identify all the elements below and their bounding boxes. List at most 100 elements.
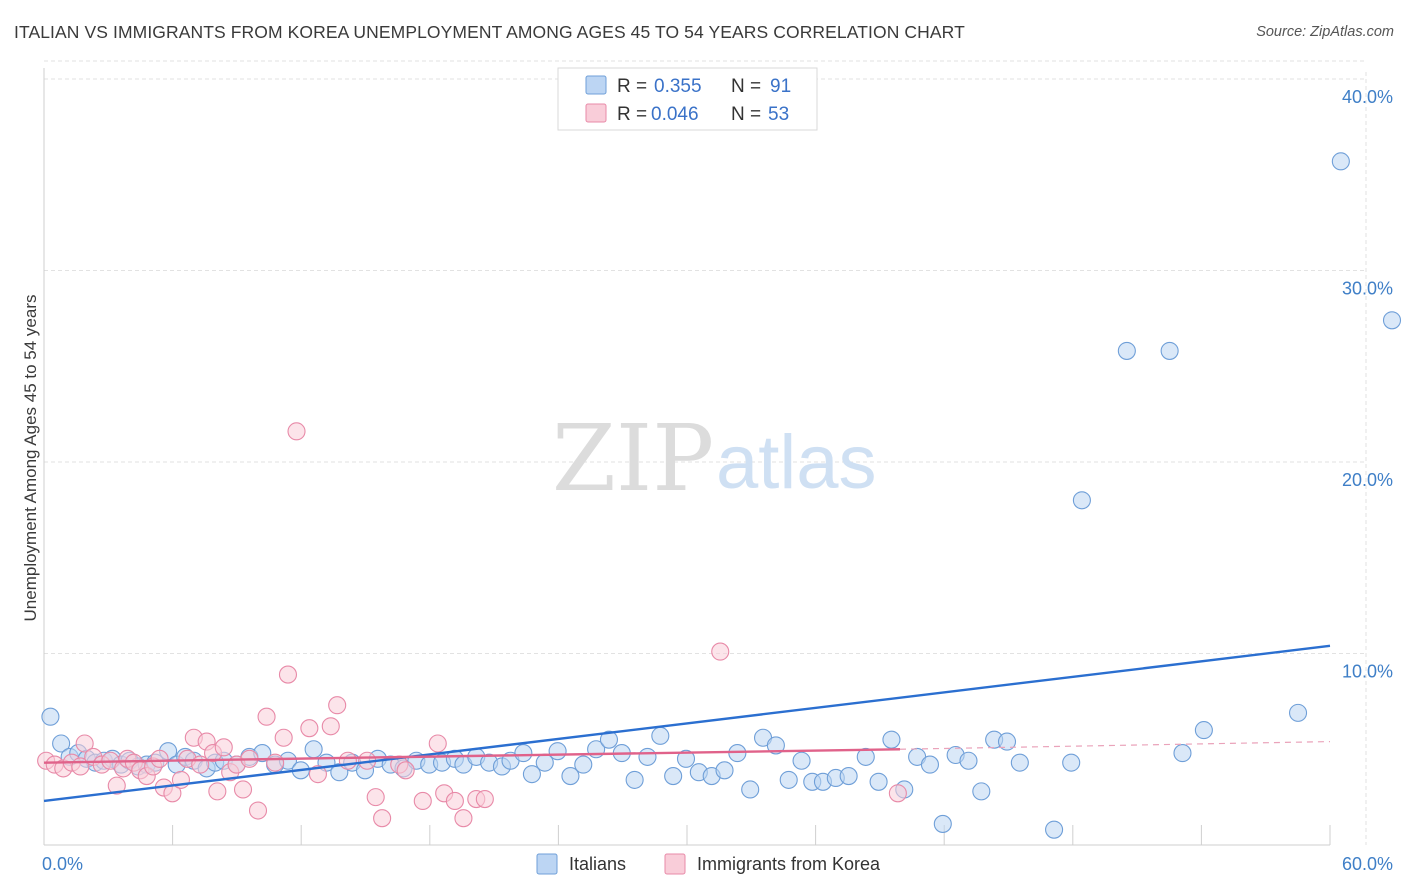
point-italians: [997, 732, 1017, 751]
point-korea: [208, 782, 227, 801]
point-korea: [287, 422, 306, 441]
point-italians: [779, 770, 798, 789]
legend-r-label: R =: [617, 76, 647, 97]
point-italians: [1331, 152, 1350, 171]
point-korea: [248, 801, 268, 820]
point-korea: [278, 665, 298, 684]
point-italians: [1194, 721, 1213, 740]
legend-box: R = 0.355 N = 91 R = 0.046 N = 53: [557, 67, 818, 131]
point-korea: [396, 761, 415, 780]
watermark-atlas: atlas: [716, 420, 877, 505]
point-italians: [548, 742, 567, 761]
y-axis-label: Unemployment Among Ages 45 to 54 years: [21, 295, 40, 622]
point-korea: [150, 749, 169, 768]
point-korea: [428, 734, 447, 753]
trend-line-korea-extension: [899, 740, 1331, 750]
point-korea: [300, 719, 319, 738]
point-korea: [107, 776, 126, 795]
point-korea: [308, 765, 327, 784]
point-korea: [266, 753, 285, 772]
trend-line-italians: [43, 644, 1331, 803]
grid-lines: [44, 60, 1367, 845]
point-italians: [1117, 341, 1136, 360]
point-korea: [321, 717, 340, 736]
legend-n-value-italians: 91: [770, 76, 791, 97]
point-korea: [75, 734, 94, 753]
point-italians: [715, 761, 734, 780]
legend-n-label: N =: [731, 76, 761, 97]
point-korea: [475, 789, 494, 809]
point-italians: [664, 767, 683, 786]
point-italians: [1010, 753, 1029, 772]
point-italians: [972, 782, 991, 801]
point-italians: [561, 767, 580, 786]
point-italians: [522, 765, 541, 784]
point-italians: [1062, 753, 1081, 772]
legend-r-value-korea: 0.046: [651, 104, 699, 125]
point-korea: [373, 809, 392, 828]
point-italians: [514, 744, 533, 763]
point-korea: [888, 784, 907, 803]
point-italians: [651, 726, 670, 745]
legend-n-value-korea: 53: [768, 104, 789, 125]
bottom-legend-swatch-italians: [536, 853, 558, 875]
point-korea: [233, 780, 253, 799]
point-italians: [933, 814, 952, 833]
point-korea: [413, 791, 432, 811]
point-korea: [445, 791, 464, 811]
point-italians: [766, 736, 785, 755]
point-italians: [1288, 703, 1308, 722]
bottom-legend-swatch-korea: [664, 853, 686, 875]
data-points: [37, 152, 1402, 839]
point-italians: [1382, 311, 1402, 330]
legend-r-value-italians: 0.355: [654, 76, 702, 97]
source-credit: Source: ZipAtlas.com: [1256, 24, 1394, 40]
point-italians: [599, 730, 619, 749]
point-italians: [52, 734, 71, 753]
trend-lines: [43, 644, 1331, 803]
point-korea: [274, 728, 293, 747]
trend-line-korea: [43, 748, 901, 764]
x-tick-label: 60.0%: [1342, 854, 1393, 874]
point-korea: [328, 696, 347, 715]
legend-swatch-italians: [585, 75, 607, 95]
point-korea: [257, 707, 276, 726]
x-tick-label: 0.0%: [42, 854, 83, 874]
point-italians: [869, 772, 888, 791]
point-italians: [1173, 744, 1192, 763]
bottom-legend-label-italians: Italians: [569, 854, 626, 874]
point-italians: [625, 770, 644, 789]
chart-title: ITALIAN VS IMMIGRANTS FROM KOREA UNEMPLO…: [14, 22, 965, 42]
point-korea: [454, 809, 473, 828]
point-italians: [41, 707, 60, 726]
legend-r-label-2: R =: [617, 104, 647, 125]
point-italians: [882, 730, 901, 749]
point-italians: [792, 751, 811, 770]
point-italians: [304, 740, 323, 759]
point-korea: [366, 788, 385, 807]
point-italians: [574, 755, 593, 774]
y-tick-labels: 10.0% 20.0% 30.0% 40.0%: [1342, 87, 1393, 682]
bottom-legend: Italians Immigrants from Korea: [536, 853, 881, 875]
point-italians: [638, 747, 657, 766]
point-korea: [711, 642, 730, 661]
watermark-zip: ZIP: [552, 405, 714, 512]
point-italians: [839, 767, 858, 786]
point-italians: [676, 749, 696, 768]
legend-n-label-2: N =: [731, 104, 761, 125]
point-korea: [338, 751, 357, 770]
y-tick-label: 30.0%: [1342, 279, 1393, 299]
y-tick-label: 10.0%: [1342, 662, 1393, 682]
point-italians: [1045, 820, 1064, 839]
point-italians: [856, 747, 875, 766]
legend-swatch-korea: [585, 103, 607, 123]
y-tick-label: 40.0%: [1342, 87, 1393, 107]
point-italians: [1160, 341, 1179, 360]
x-tick-labels: 0.0% 60.0%: [42, 854, 1393, 874]
point-korea: [214, 738, 233, 757]
point-italians: [920, 755, 940, 774]
point-italians: [741, 780, 760, 799]
bottom-legend-label-korea: Immigrants from Korea: [697, 854, 881, 874]
y-tick-label: 20.0%: [1342, 470, 1393, 490]
